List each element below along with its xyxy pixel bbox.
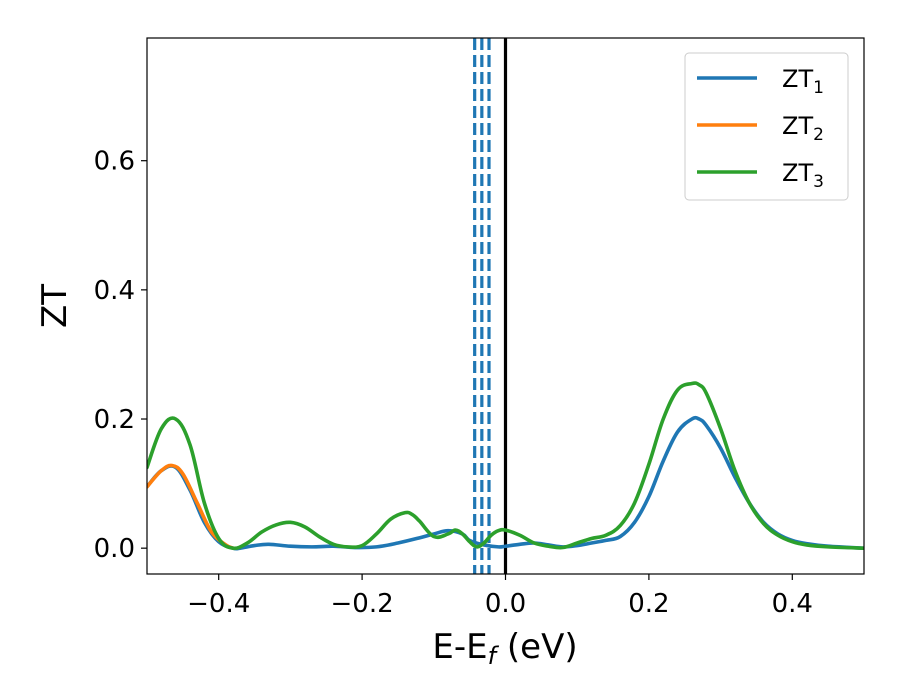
series-line-zt3: [147, 381, 864, 551]
plot-area: [147, 38, 864, 574]
legend: ZT1 ZT2 ZT3: [684, 52, 849, 201]
y-axis: 0.0 0.2 0.4 0.6: [94, 147, 147, 564]
y-tick-label: 0.0: [94, 534, 135, 564]
x-axis: −0.4 −0.2 0.0 0.2 0.4: [187, 574, 813, 619]
y-axis-title: ZT: [35, 284, 75, 328]
y-tick-label: 0.2: [94, 405, 135, 435]
legend-label-zt3: ZT3: [782, 159, 824, 192]
y-tick-label: 0.4: [94, 276, 135, 306]
x-tick-label: −0.4: [187, 589, 250, 619]
series-line-zt1: [147, 415, 864, 551]
y-tick-label: 0.6: [94, 147, 135, 177]
legend-box: [684, 52, 849, 201]
legend-label-zt1: ZT1: [782, 65, 824, 98]
x-tick-label: 0.4: [772, 589, 813, 619]
x-tick-label: 0.2: [628, 589, 669, 619]
x-tick-label: −0.2: [331, 589, 394, 619]
legend-label-zt2: ZT2: [782, 112, 824, 145]
x-tick-label: 0.0: [485, 589, 526, 619]
x-axis-title: E-Ef (eV): [432, 627, 577, 670]
